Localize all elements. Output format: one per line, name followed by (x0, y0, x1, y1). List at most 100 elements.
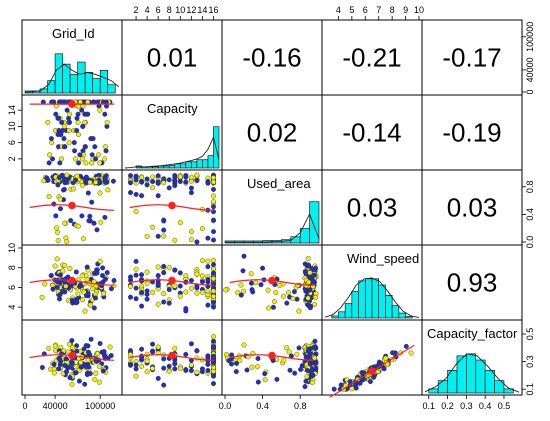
scatter-point (331, 386, 337, 392)
scatter-point (64, 239, 70, 245)
tick-label: 0 (525, 89, 535, 94)
scatter-point (46, 160, 52, 166)
scatter-point (210, 217, 216, 223)
scatter-point (133, 173, 139, 179)
histogram-bar (185, 161, 192, 169)
scatter-point (46, 345, 52, 351)
tick-label: 0.4 (479, 401, 492, 411)
scatter-point (67, 375, 73, 381)
panels-layer: Grid_Id Capacity Used_area Wind_speed Capaci… (21, 19, 523, 398)
scatter-point (76, 160, 82, 166)
scatter-point (161, 180, 167, 186)
scatter-point (82, 308, 88, 314)
tick-label: 40000 (43, 401, 68, 411)
histogram-bar (84, 72, 93, 94)
scatter-point (265, 287, 271, 293)
scatter-point (199, 279, 205, 285)
scatter-point (48, 136, 54, 142)
scatter-panel (29, 172, 116, 245)
scatter-point (161, 233, 167, 239)
scatter-point (155, 264, 161, 270)
histogram-bar (54, 53, 63, 94)
scatter-point (139, 178, 145, 184)
scatter-point (194, 172, 200, 178)
scatter-point (92, 295, 98, 301)
scatter-point (82, 381, 88, 387)
scatter-point (127, 362, 133, 368)
scatter-point (166, 265, 172, 271)
scatter-point (177, 220, 183, 226)
scatter-point (93, 370, 99, 376)
scatter-point (199, 366, 205, 372)
scatter-point (313, 344, 319, 350)
scatter-point (260, 265, 266, 271)
tick-label: 6 (156, 5, 161, 15)
scatter-point (89, 199, 95, 205)
scatter-point (254, 364, 260, 370)
scatter-point (253, 280, 259, 286)
scatter-point (64, 172, 70, 178)
scatter-point (144, 269, 150, 275)
scatter-point (310, 372, 316, 378)
scatter-point (161, 270, 167, 276)
scatter-point (241, 342, 247, 348)
scatter-point (172, 237, 178, 243)
tick-label: 2 (7, 156, 17, 161)
tick-label: 14 (197, 5, 207, 15)
scatter-point (194, 271, 200, 277)
scatter-point (55, 237, 61, 243)
scatter-point (97, 107, 103, 113)
scatter-point (102, 214, 108, 220)
scatter-point (155, 375, 161, 381)
scatter-point (53, 213, 59, 219)
scatter-point (77, 152, 83, 158)
tick-label: 10 (414, 5, 424, 15)
scatter-point (155, 193, 161, 199)
scatter-point (94, 351, 100, 357)
scatter-point (309, 380, 315, 386)
scatter-point (74, 127, 80, 133)
scatter-point (50, 286, 56, 292)
scatter-point (381, 366, 387, 372)
scatter-point (100, 291, 106, 297)
scatter-point (56, 175, 62, 181)
scatter-point (235, 290, 241, 296)
scatter-point (306, 262, 312, 268)
scatter-point (55, 279, 61, 285)
correlation-value: -0.14 (342, 118, 401, 148)
scatter-point (54, 225, 60, 231)
scatter-point (101, 353, 107, 359)
scatter-point (73, 364, 79, 370)
scatter-point (244, 367, 250, 373)
scatter-point (210, 199, 216, 205)
correlation-value: 0.01 (147, 43, 198, 73)
scatter-point (87, 302, 93, 308)
scatter-point (155, 273, 161, 279)
scatter-point (139, 193, 145, 199)
histogram-bar (69, 74, 78, 94)
scatter-point (102, 156, 108, 162)
mean-point (368, 367, 376, 376)
scatter-point (172, 345, 178, 351)
scatter-point (210, 276, 216, 282)
scatter-point (233, 360, 239, 366)
scatter-point (150, 174, 156, 180)
scatter-point (97, 258, 103, 264)
scatter-point (82, 144, 88, 150)
scatter-point (155, 301, 161, 307)
scatter-panel (127, 334, 216, 388)
scatter-point (226, 358, 232, 364)
scatter-point (294, 351, 300, 357)
scatter-point (210, 257, 216, 263)
histogram-bar (364, 278, 373, 319)
scatter-point (83, 160, 89, 166)
histogram-bar (371, 278, 380, 319)
scatter-point (166, 177, 172, 183)
scatter-point (313, 365, 319, 371)
scatter-point (311, 278, 317, 284)
histogram-bar (99, 70, 109, 94)
scatter-point (210, 229, 216, 235)
scatter-point (139, 174, 145, 180)
histogram-bar (494, 380, 505, 394)
